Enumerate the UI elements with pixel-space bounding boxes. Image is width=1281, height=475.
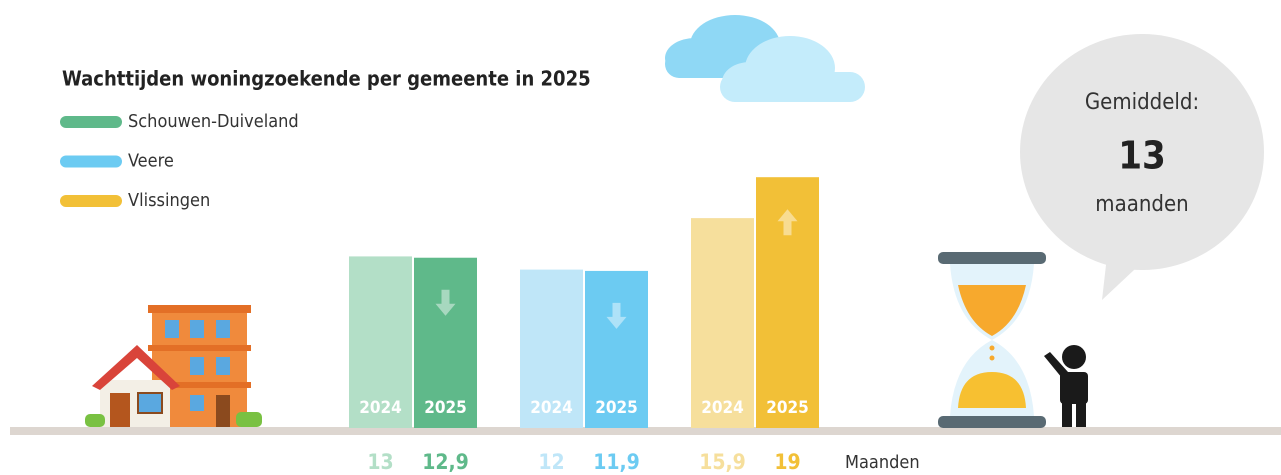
ground [10, 427, 1281, 435]
category-label: 2024 [701, 398, 744, 418]
bar [585, 270, 648, 428]
bar [414, 257, 477, 428]
category-label: 2025 [424, 398, 467, 418]
category-label: 2024 [530, 398, 573, 418]
trend-arrow [435, 289, 456, 316]
bar [520, 269, 583, 428]
trend-arrow [606, 302, 627, 329]
chart-title: Wachttijden woningzoekende per gemeente … [62, 67, 591, 91]
clouds [665, 15, 865, 102]
average-unit: maanden [1095, 192, 1188, 217]
unit-label: Maanden [845, 452, 920, 473]
category-label: 2025 [595, 398, 638, 418]
category-label: 2025 [766, 398, 809, 418]
value-label: 12 [538, 450, 564, 474]
value-label: 12,9 [422, 450, 469, 474]
value-label: 19 [774, 450, 800, 474]
legend-swatch [60, 116, 122, 128]
legend-label: Schouwen-Duiveland [128, 111, 299, 132]
speech-bubble [1020, 34, 1264, 300]
legend-label: Vlissingen [128, 190, 210, 211]
average-value: 13 [1118, 134, 1166, 178]
legend-swatch [60, 155, 122, 168]
bar [756, 177, 819, 428]
bar [691, 218, 754, 428]
hourglass [938, 252, 1046, 428]
houses [85, 305, 262, 427]
legend-label: Veere [128, 151, 174, 172]
trend-arrow [777, 209, 798, 236]
legend-swatch [60, 195, 122, 207]
value-label: 15,9 [699, 450, 746, 474]
category-label: 2024 [359, 398, 402, 418]
value-label: 11,9 [593, 450, 640, 474]
average-label: Gemiddeld: [1085, 90, 1199, 115]
value-label: 13 [367, 450, 393, 474]
bar [349, 256, 412, 428]
person [1044, 345, 1088, 427]
